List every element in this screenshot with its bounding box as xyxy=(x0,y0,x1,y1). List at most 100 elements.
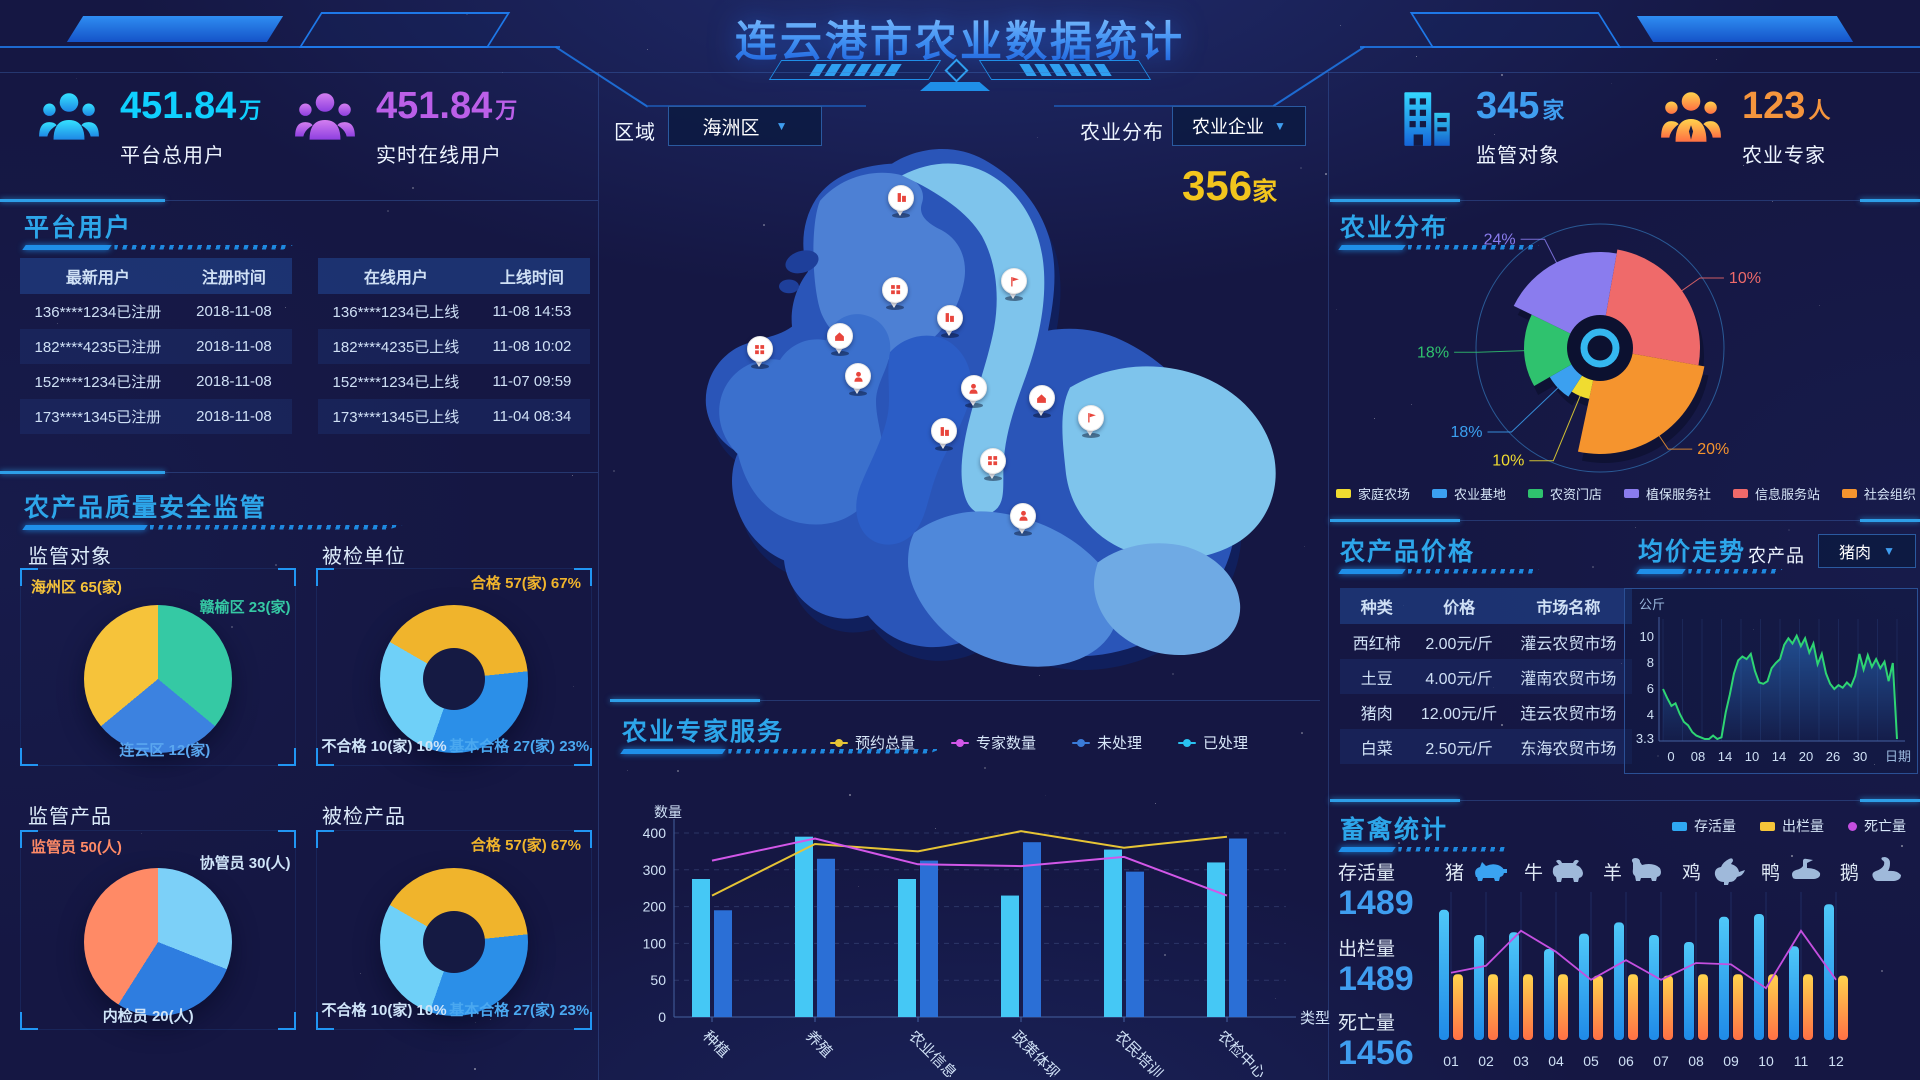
legend-item-存活量[interactable]: 存活量 xyxy=(1672,816,1736,836)
table-row: 173****1345已上线 11-04 08:34 xyxy=(318,399,590,434)
stat-value: 123 xyxy=(1742,85,1805,127)
legend-label: 未处理 xyxy=(1097,732,1142,753)
legend-marker xyxy=(1672,822,1687,831)
rose-pct-label: 24% xyxy=(1484,231,1516,248)
section-divider xyxy=(1330,800,1920,801)
legend-marker xyxy=(951,742,969,744)
map-pin-person[interactable] xyxy=(960,375,986,409)
legend-marker xyxy=(830,742,848,744)
animal-filter-鹅[interactable]: 鹅 xyxy=(1840,856,1905,886)
legend-marker xyxy=(1733,489,1748,498)
trend-chart-box: 10 8 6 4 3.3 公斤 0 08 14 10 14 20 26 30 日期 xyxy=(1624,588,1918,774)
legend-item-未处理[interactable]: 未处理 xyxy=(1072,732,1142,753)
legend-item-农业基地[interactable]: 农业基地 xyxy=(1432,484,1506,503)
donut-hole xyxy=(423,648,485,710)
expert-chart-legend: 预约总量 专家数量 未处理 已处理 xyxy=(830,732,1248,753)
legend-marker xyxy=(1432,489,1447,498)
svg-text:06: 06 xyxy=(1618,1053,1634,1069)
chart-box-supervised-objects: 海州区 65(家) 赣榆区 23(家) 连云区 12(家) xyxy=(20,568,296,766)
map-pin-flag[interactable] xyxy=(1077,405,1103,439)
distribution-select[interactable]: 农业企业 ▼ xyxy=(1172,106,1306,146)
section-title-livestock: 畜禽统计 xyxy=(1340,810,1448,846)
legend-item-已处理[interactable]: 已处理 xyxy=(1178,732,1248,753)
slaughter-value: 1489 xyxy=(1338,960,1414,999)
map-pin-building[interactable] xyxy=(930,418,956,452)
animal-filter-牛[interactable]: 牛 xyxy=(1524,856,1589,886)
map-pin-house[interactable] xyxy=(1028,385,1054,419)
city-map xyxy=(650,142,1310,692)
survival-value: 1489 xyxy=(1338,884,1414,923)
animal-filter-鸭[interactable]: 鸭 xyxy=(1761,856,1826,886)
map-pin-person[interactable] xyxy=(1009,503,1035,537)
pie-被检单位[interactable] xyxy=(380,605,528,753)
pie-监管对象[interactable] xyxy=(84,605,232,753)
map-pin-flag[interactable] xyxy=(1000,268,1026,302)
region-select[interactable]: 海洲区 ▼ xyxy=(668,106,822,146)
map-pin-grid[interactable] xyxy=(746,336,772,370)
table-row: 173****1345已注册 2018-11-08 xyxy=(20,399,292,434)
region-label: 区域 xyxy=(614,116,656,145)
svg-text:4: 4 xyxy=(1647,707,1654,722)
svg-text:50: 50 xyxy=(650,972,666,988)
animal-filter-row: 猪牛羊鸡鸭鹅 xyxy=(1445,856,1905,886)
subtitle-supervised-objects: 监管对象 xyxy=(28,540,112,569)
table-row: 182****4235已上线 11-08 10:02 xyxy=(318,329,590,364)
table-cell: 12.00元/斤 xyxy=(1413,700,1504,724)
person-icon xyxy=(853,371,864,382)
map-pin-grid[interactable] xyxy=(881,277,907,311)
table-row: 182****4235已注册 2018-11-08 xyxy=(20,329,292,364)
svg-text:20: 20 xyxy=(1799,749,1813,764)
grid-icon xyxy=(987,455,998,466)
legend-label: 存活量 xyxy=(1694,816,1736,836)
pie-被检产品[interactable] xyxy=(380,868,528,1016)
map-pin-building[interactable] xyxy=(887,185,913,219)
grid-icon xyxy=(890,284,901,295)
stat-value: 451.84 xyxy=(376,85,492,127)
section-divider xyxy=(1330,200,1920,201)
legend-label: 信息服务站 xyxy=(1755,484,1820,503)
table-cell: 2.00元/斤 xyxy=(1413,630,1504,654)
legend-marker xyxy=(1624,489,1639,498)
legend-item-植保服务社[interactable]: 植保服务社 xyxy=(1624,484,1711,503)
legend-label: 已处理 xyxy=(1203,732,1248,753)
pie-slice-label: 赣榆区 23(家) xyxy=(200,596,291,617)
map-pin-building[interactable] xyxy=(936,305,962,339)
header-divider xyxy=(0,72,1920,73)
legend-label: 家庭农场 xyxy=(1358,484,1410,503)
stat-unit: 家 xyxy=(1542,98,1564,123)
animal-filter-鸡[interactable]: 鸡 xyxy=(1682,856,1747,886)
map-pin-house[interactable] xyxy=(826,323,852,357)
svg-text:农民培训: 农民培训 xyxy=(1111,1028,1165,1077)
svg-text:04: 04 xyxy=(1548,1053,1564,1069)
stat-supervised-objects: 345 家 监管对象 xyxy=(1392,86,1564,168)
distribution-rose-chart: 10% 20% 10% 18% 18% 24% xyxy=(1355,212,1915,484)
stat-total-users: 451.84 万 平台总用户 xyxy=(36,86,261,168)
legend-item-农资门店[interactable]: 农资门店 xyxy=(1528,484,1602,503)
legend-item-社会组织[interactable]: 社会组织 xyxy=(1842,484,1916,503)
legend-item-死亡量[interactable]: 死亡量 xyxy=(1848,816,1906,836)
animal-filter-羊[interactable]: 羊 xyxy=(1603,856,1668,886)
animal-icon-鹅 xyxy=(1865,856,1905,886)
pie-slice-label: 基本合格 27(家) 23% xyxy=(449,735,589,756)
pie-监管产品[interactable] xyxy=(84,868,232,1016)
livestock-chart: 01 02 03 04 05 06 07 08 09 10 11 12 xyxy=(1426,888,1920,1078)
map-pin-person[interactable] xyxy=(844,363,870,397)
product-select[interactable]: 猪肉 ▼ xyxy=(1818,534,1916,568)
legend-item-预约总量[interactable]: 预约总量 xyxy=(830,732,915,753)
section-title-underline xyxy=(1638,568,1783,574)
animal-filter-猪[interactable]: 猪 xyxy=(1445,856,1510,886)
rose-pct-label: 10% xyxy=(1729,270,1761,287)
legend-label: 死亡量 xyxy=(1864,816,1906,836)
svg-text:11: 11 xyxy=(1794,1053,1809,1069)
buildings-icon xyxy=(1392,86,1458,152)
map-pin-grid[interactable] xyxy=(979,448,1005,482)
subtitle-inspected-products: 被检产品 xyxy=(322,800,406,829)
legend-label: 预约总量 xyxy=(855,732,915,753)
subtitle-inspected-units: 被检单位 xyxy=(322,540,406,569)
section-title-underline xyxy=(24,524,404,530)
legend-item-出栏量[interactable]: 出栏量 xyxy=(1760,816,1824,836)
section-divider xyxy=(1330,520,1920,521)
legend-item-专家数量[interactable]: 专家数量 xyxy=(951,732,1036,753)
legend-item-家庭农场[interactable]: 家庭农场 xyxy=(1336,484,1410,503)
legend-item-信息服务站[interactable]: 信息服务站 xyxy=(1733,484,1820,503)
